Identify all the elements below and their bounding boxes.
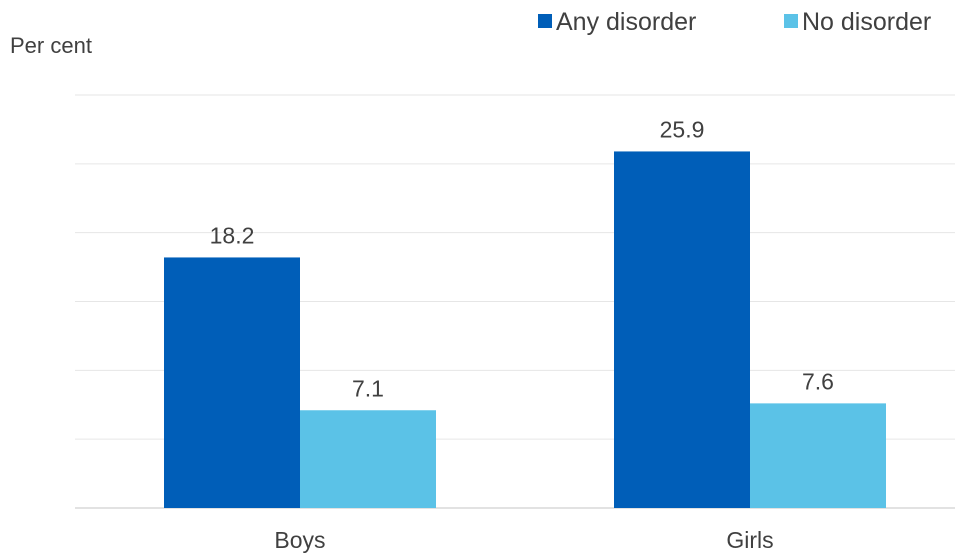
legend-label-no-disorder: No disorder bbox=[802, 8, 931, 36]
category-labels: Boys Girls bbox=[274, 527, 773, 553]
bar-boys-any-disorder bbox=[164, 257, 300, 508]
legend-swatch-no-disorder bbox=[784, 14, 798, 28]
legend-swatch-any-disorder bbox=[538, 14, 552, 28]
category-label-girls: Girls bbox=[726, 527, 773, 553]
data-labels: 18.2 7.1 25.9 7.6 bbox=[210, 116, 834, 401]
legend: Any disorder No disorder bbox=[538, 8, 931, 36]
data-label: 7.1 bbox=[352, 375, 384, 401]
legend-label-any-disorder: Any disorder bbox=[556, 8, 696, 36]
data-label: 7.6 bbox=[802, 368, 834, 394]
bar-girls-no-disorder bbox=[750, 403, 886, 508]
category-label-boys: Boys bbox=[274, 527, 325, 553]
data-label: 25.9 bbox=[660, 116, 705, 142]
y-axis-label: Per cent bbox=[10, 33, 92, 58]
data-label: 18.2 bbox=[210, 222, 255, 248]
bars bbox=[164, 151, 886, 508]
bar-boys-no-disorder bbox=[300, 410, 436, 508]
bar-girls-any-disorder bbox=[614, 151, 750, 508]
